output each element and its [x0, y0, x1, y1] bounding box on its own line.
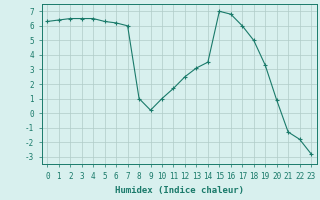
X-axis label: Humidex (Indice chaleur): Humidex (Indice chaleur)	[115, 186, 244, 195]
